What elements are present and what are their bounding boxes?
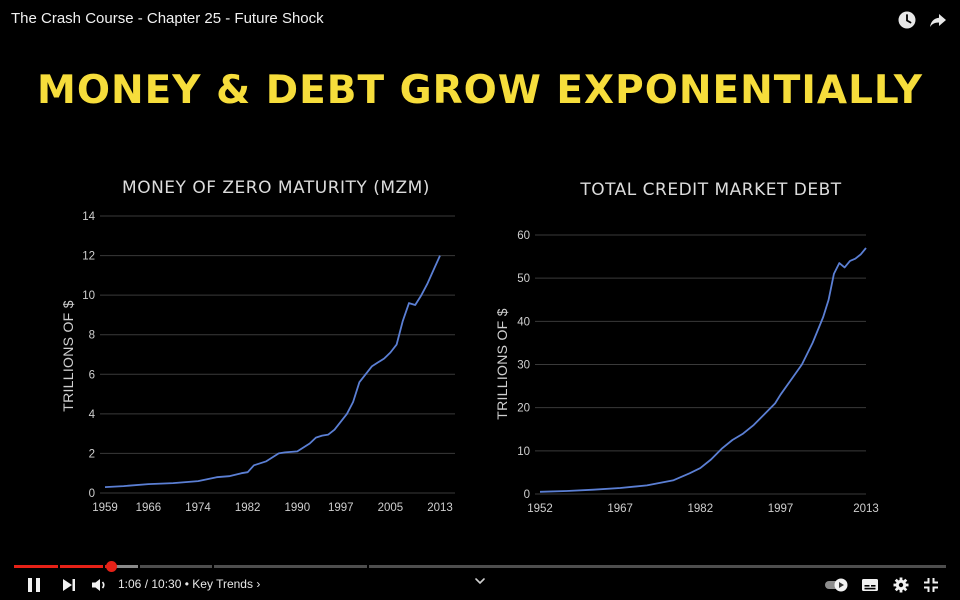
y-tick-label: 8 — [89, 330, 95, 342]
x-tick-label: 1974 — [185, 502, 211, 514]
x-tick-label: 1966 — [136, 502, 162, 514]
time-separator: / — [141, 577, 152, 591]
chevron-button[interactable] — [471, 573, 489, 593]
x-tick-label: 1997 — [768, 503, 794, 515]
y-tick-label: 30 — [517, 360, 530, 372]
chapter-marker — [102, 565, 105, 568]
y-tick-label: 14 — [82, 211, 95, 223]
next-button[interactable] — [59, 575, 79, 595]
y-tick-label: 10 — [517, 446, 530, 458]
y-axis-ticks: 0 10 20 30 40 50 60 — [517, 230, 530, 501]
share-icon[interactable] — [928, 10, 948, 30]
exit-fullscreen-button[interactable] — [921, 575, 941, 595]
y-tick-label: 10 — [82, 290, 95, 302]
top-bar: The Crash Course - Chapter 25 - Future S… — [0, 0, 960, 40]
y-tick-label: 2 — [89, 448, 95, 460]
chapter-marker — [367, 565, 370, 568]
x-tick-label: 1990 — [285, 502, 311, 514]
slide-headline: MONEY & DEBT GROW EXPONENTIALLY — [37, 68, 923, 113]
chapter-separator: • — [181, 577, 193, 591]
autoplay-toggle[interactable] — [824, 575, 852, 595]
x-axis-ticks: 1952 1967 1982 1997 2013 — [527, 503, 879, 515]
pause-button[interactable] — [24, 575, 44, 595]
y-axis-label: TRILLIONS OF $ — [60, 300, 76, 412]
y-tick-label: 0 — [89, 488, 95, 500]
series-line — [104, 255, 441, 488]
captions-icon — [862, 579, 878, 591]
x-tick-label: 1952 — [527, 503, 553, 515]
time-display: 1:06 / 10:30 • Key Trends › — [118, 577, 260, 591]
chapter-title-button[interactable]: Key Trends › — [192, 577, 261, 591]
x-tick-label: 2005 — [378, 502, 404, 514]
y-tick-label: 20 — [517, 403, 530, 415]
x-axis-ticks: 1959 1966 1974 1982 1990 1997 2005 2013 — [92, 502, 453, 514]
x-tick-label: 1982 — [235, 502, 261, 514]
y-tick-label: 4 — [89, 409, 96, 421]
chapter-marker — [137, 565, 140, 568]
autoplay-toggle-icon — [825, 578, 848, 592]
y-tick-label: 50 — [517, 273, 530, 285]
video-title[interactable]: The Crash Course - Chapter 25 - Future S… — [11, 10, 324, 27]
volume-button[interactable] — [89, 575, 109, 595]
progress-bar[interactable] — [14, 565, 946, 568]
progress-played — [14, 565, 112, 568]
volume-icon — [92, 579, 105, 591]
x-tick-label: 2013 — [853, 503, 879, 515]
y-tick-label: 60 — [517, 230, 530, 242]
x-tick-label: 1982 — [688, 503, 714, 515]
y-tick-label: 6 — [89, 369, 95, 381]
x-tick-label: 1997 — [328, 502, 354, 514]
next-icon — [63, 579, 75, 591]
x-tick-label: 2013 — [427, 502, 453, 514]
chapter-marker — [57, 565, 60, 568]
clock-icon[interactable] — [897, 10, 917, 30]
credit-debt-chart: TOTAL CREDIT MARKET DEBT 0 10 20 30 40 50 60 1… — [494, 180, 879, 515]
duration: 10:30 — [151, 577, 182, 591]
scrubber-handle[interactable] — [106, 561, 118, 572]
captions-button[interactable] — [860, 575, 880, 595]
x-tick-label: 1967 — [607, 503, 633, 515]
x-tick-label: 1959 — [92, 502, 118, 514]
exit-fullscreen-icon — [924, 578, 938, 592]
pause-icon — [28, 578, 40, 592]
settings-icon — [893, 577, 909, 593]
chart-title: MONEY OF ZERO MATURITY (MZM) — [122, 178, 430, 198]
chevron-up-icon — [475, 578, 485, 585]
y-axis-ticks: 0 2 4 6 8 10 12 14 — [82, 211, 95, 500]
y-tick-label: 40 — [517, 316, 530, 328]
chart-title: TOTAL CREDIT MARKET DEBT — [579, 180, 841, 200]
y-tick-label: 12 — [82, 251, 95, 263]
mzm-chart: MONEY OF ZERO MATURITY (MZM) 0 2 4 6 8 10 12 14… — [60, 178, 455, 514]
chapter-marker — [211, 565, 214, 568]
series-line — [539, 247, 867, 493]
chart-grid — [535, 234, 866, 495]
y-tick-label: 0 — [524, 489, 530, 501]
y-axis-label: TRILLIONS OF $ — [494, 308, 510, 420]
settings-button[interactable] — [891, 575, 911, 595]
current-time: 1:06 — [118, 577, 142, 591]
